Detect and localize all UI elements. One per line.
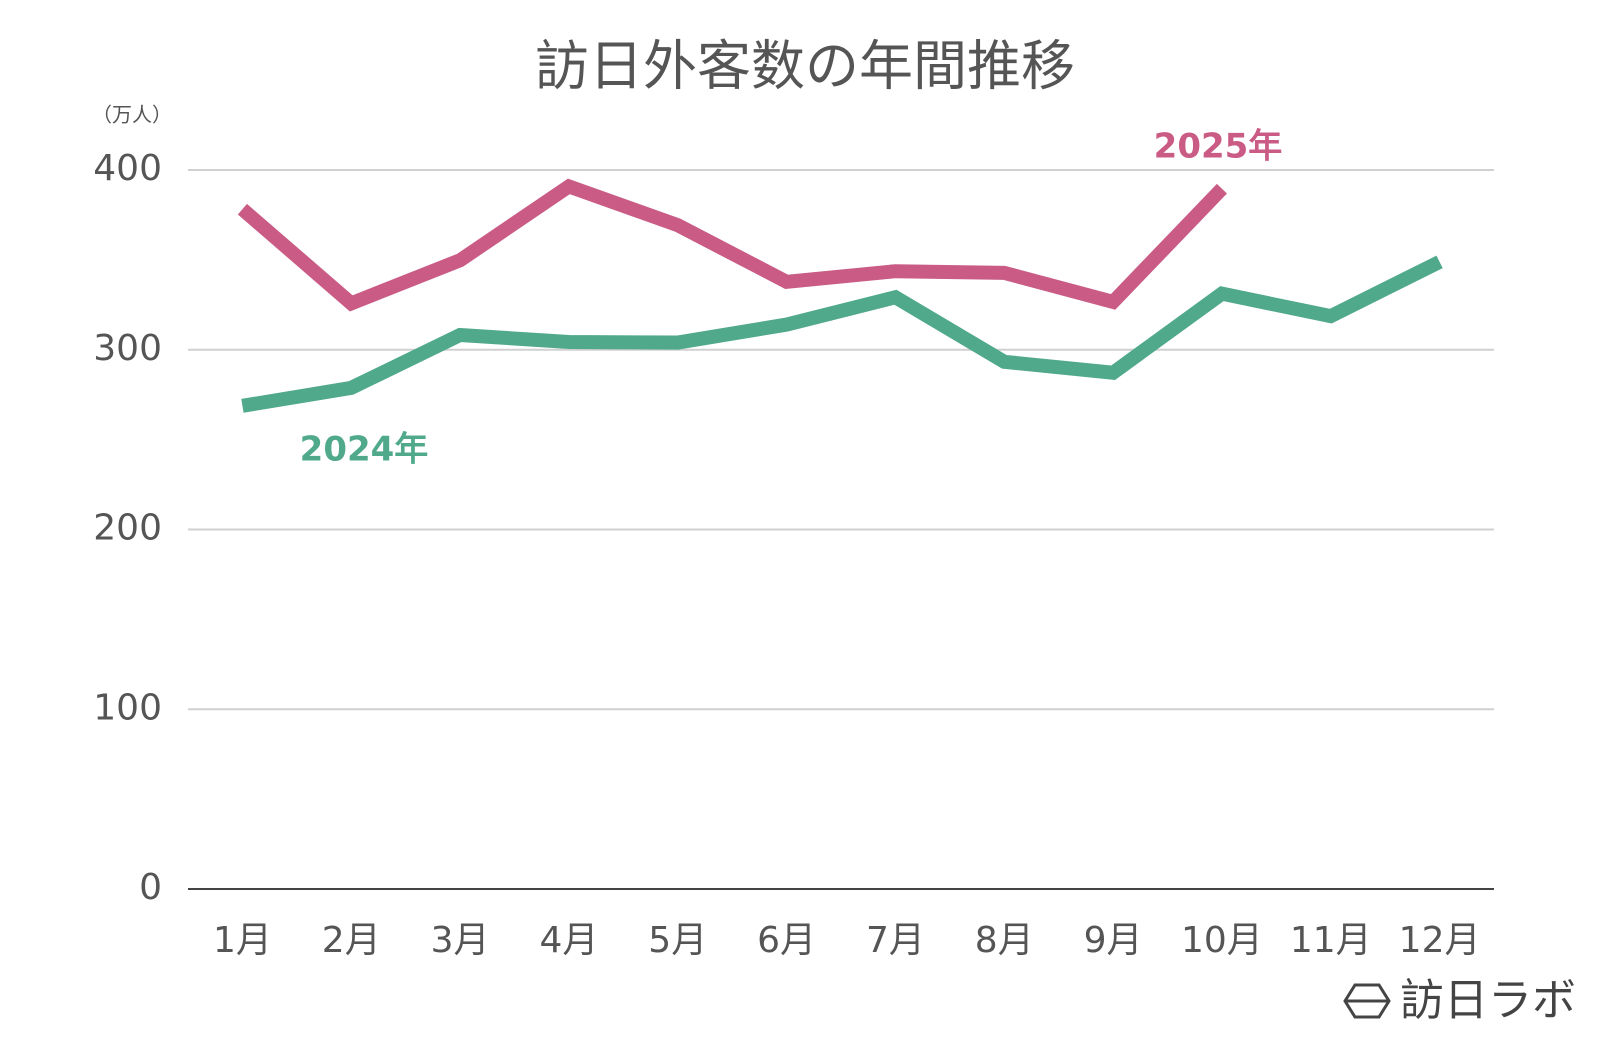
logo-icon	[1343, 983, 1391, 1019]
x-tick-label: 8月	[975, 920, 1034, 961]
y-tick-label: 200	[93, 508, 162, 549]
chart-title: 訪日外客数の年間推移	[535, 35, 1075, 98]
y-tick-label: 400	[93, 148, 162, 189]
x-tick-label: 4月	[539, 920, 598, 961]
x-tick-label: 10月	[1181, 920, 1263, 961]
y-tick-label: 100	[93, 687, 162, 728]
x-tick-label: 9月	[1084, 920, 1143, 961]
series-label: 2025年	[1154, 127, 1283, 167]
x-tick-label: 7月	[866, 920, 925, 961]
x-tick-label: 12月	[1399, 920, 1481, 961]
y-tick-label: 0	[139, 867, 162, 908]
y-tick-label: 300	[93, 328, 162, 369]
x-tick-label: 2月	[322, 920, 381, 961]
series-line	[241, 255, 1443, 413]
x-tick-label: 11月	[1290, 920, 1372, 961]
logo-text: 訪日ラボ	[1400, 975, 1576, 1026]
x-tick-label: 6月	[757, 920, 816, 961]
x-tick-label: 3月	[431, 920, 490, 961]
series-line	[237, 178, 1227, 312]
x-tick-label: 1月	[213, 920, 272, 961]
y-unit: （万人）	[92, 103, 172, 127]
series-label: 2024年	[300, 430, 429, 470]
x-tick-label: 5月	[648, 920, 707, 961]
